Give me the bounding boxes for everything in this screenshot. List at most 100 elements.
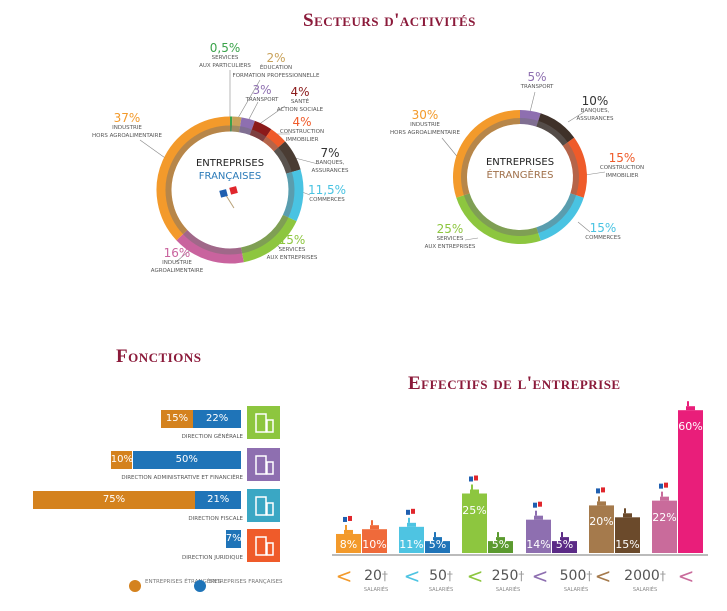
bar-etrangeres: 10% (110, 451, 133, 469)
function-label: DIRECTION ADMINISTRATIVE ET FINANCIÈRE (121, 475, 243, 481)
donut-slice-inner (262, 136, 279, 152)
threshold-value: 20 (364, 568, 382, 584)
slice-category: CONSTRUCTION (599, 165, 645, 171)
donut-slice-inner (240, 214, 289, 254)
donut-slice-inner (536, 193, 577, 234)
donut-slice (519, 110, 541, 127)
person-icon: † (518, 569, 525, 583)
slice-percent: 7% (320, 146, 340, 160)
bar-value: 10% (362, 538, 387, 551)
bar-etrangeres (615, 517, 640, 553)
factory-roof (534, 515, 543, 520)
slice-category: ACTION SOCIALE (276, 107, 324, 113)
french-flag-icon (343, 516, 347, 522)
slice-category: IMMOBILIER (605, 173, 639, 179)
bar-value: 14% (526, 538, 551, 551)
donut-slice (176, 229, 244, 264)
donut-slice (456, 193, 541, 244)
donut-0 (156, 116, 304, 264)
factory-chimney (535, 510, 537, 516)
bar-value: 8% (339, 538, 358, 551)
donut-label: 5% TRANSPORT (521, 71, 554, 91)
building-icon (247, 406, 280, 439)
threshold-label: 2000† (624, 568, 666, 584)
slice-category: INDUSTRIE (410, 122, 440, 128)
slice-percent: 25% (436, 222, 464, 236)
threshold-value: 500 (559, 568, 587, 584)
bar-francaises: 22% (193, 410, 241, 428)
french-flag-icon (538, 501, 542, 507)
factory-chimney (598, 496, 600, 502)
donut-label: 15% CONSTRUCTION IMMOBILIER (600, 152, 644, 180)
slice-category: SERVICES (278, 247, 306, 253)
donut-label: 16% INDUSTRIE AGROALIMENTAIRE (151, 247, 203, 275)
slice-percent: 37% (113, 111, 141, 125)
slice-percent: 2% (266, 51, 286, 65)
slice-category: ASSURANCES (576, 116, 614, 122)
french-flag-icon (596, 488, 600, 494)
less-than-chevron: < (335, 564, 353, 588)
factory-chimney (345, 524, 347, 530)
slice-percent: 4% (292, 115, 312, 129)
french-flag-icon (348, 515, 352, 521)
factory-roof (686, 406, 695, 411)
less-than-chevron: < (677, 564, 695, 588)
factory-chimney (661, 491, 663, 497)
donut-label: 4% SANTÉ ACTION SOCIALE (277, 86, 323, 114)
slice-category: IMMOBILIER (285, 137, 319, 143)
donut-label: 11,5% COMMERCES (308, 184, 346, 204)
bar-francaises (336, 533, 361, 553)
legend-francaises: ENTREPRISES FRANÇAISES (209, 579, 283, 585)
donut-label: 15% SERVICES AUX ENTREPRISES (267, 234, 318, 262)
threshold-value: 250 (491, 568, 519, 584)
factory-chimney (561, 532, 563, 538)
function-label: DIRECTION GÉNÉRALE (181, 434, 243, 440)
bar-francaises (399, 526, 424, 553)
donut-slice-inner (165, 125, 231, 235)
slice-category: COMMERCES (309, 197, 345, 203)
slice-percent: 16% (163, 246, 191, 260)
donut-label: 15% COMMERCES (585, 222, 621, 242)
slice-category: BANQUES, (580, 108, 610, 114)
donut-slice-inner (519, 118, 539, 127)
bar-etrangeres (488, 541, 513, 553)
factory-roof (560, 537, 569, 542)
less-than-chevron: < (466, 564, 484, 588)
donut-et-center: ENTREPRISES ÉTRANGÈRES (486, 156, 554, 182)
bar-francaises (462, 493, 487, 553)
donut-label: 37% INDUSTRIE HORS AGROALIMENTAIRE (92, 112, 162, 140)
french-flag-icon (601, 487, 605, 493)
slice-percent: 4% (290, 85, 310, 99)
donut-label: 2% ÉDUCATION FORMATION PROFESSIONNELLE (233, 52, 320, 80)
person-icon: † (381, 569, 388, 583)
french-flag-icon (469, 476, 473, 482)
function-label: DIRECTION JURIDIQUE (182, 555, 243, 561)
person-icon: † (446, 569, 453, 583)
donut-slice (282, 169, 304, 222)
donut-slice (562, 137, 587, 198)
factory-roof (623, 513, 632, 518)
donut-slice (273, 141, 301, 174)
unit-label: SALARIÉS (495, 587, 521, 593)
bar-francaises (589, 505, 614, 553)
french-flag-icon (406, 509, 410, 515)
title-secteurs: Secteurs d'activités (303, 10, 476, 31)
function-label: DIRECTION FISCALE (188, 516, 243, 522)
legend-dot-francaises (194, 580, 206, 592)
bar-value: 5% (491, 538, 510, 551)
unit-label: SALARIÉS (563, 587, 589, 593)
slice-category: CONSTRUCTION (279, 129, 325, 135)
person-icon: † (586, 569, 593, 583)
french-flag-icon (533, 502, 537, 508)
slice-category: AUX ENTREPRISES (266, 255, 318, 261)
threshold-label: 500† (560, 568, 593, 584)
french-flag-icon (664, 482, 668, 488)
donut-et-center-line2: ÉTRANGÈRES (486, 170, 554, 181)
bar-francaises: 21% (195, 491, 241, 509)
donut-slice (453, 110, 521, 198)
bar-etrangeres: 15% (160, 410, 194, 428)
slice-category: ASSURANCES (311, 168, 349, 174)
legend-etrangeres: ENTREPRISES ÉTRANGÈRES (145, 579, 222, 585)
